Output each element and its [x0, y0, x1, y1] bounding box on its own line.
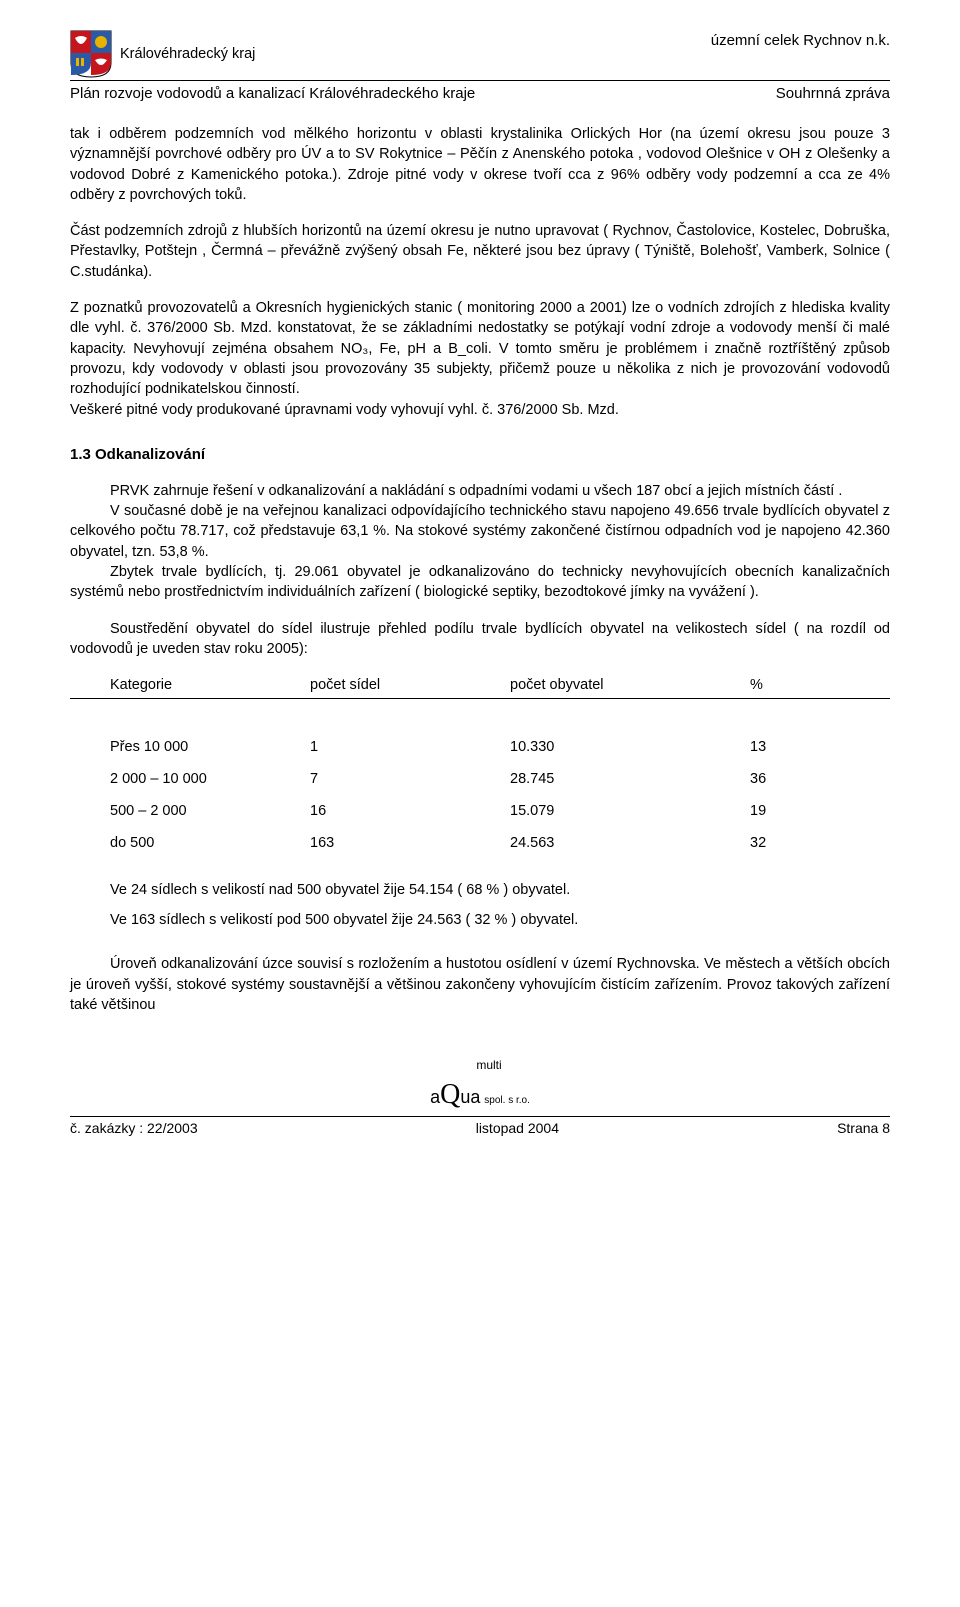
paragraph-5: V současné době je na veřejnou kanalizac…: [70, 503, 890, 560]
brand-ua: ua: [460, 1087, 480, 1107]
paragraph-3b: Veškeré pitné vody produkované úpravnami…: [70, 402, 619, 418]
paragraph-3: Z poznatků provozovatelů a Okresních hyg…: [70, 300, 890, 397]
footer-left: č. zakázky : 22/2003: [70, 1119, 198, 1139]
table-header-category: Kategorie: [110, 675, 310, 695]
page-header: Královéhradecký kraj územní celek Rychno…: [70, 30, 890, 78]
paragraph-4: PRVK zahrnuje řešení v odkanalizování a …: [110, 483, 842, 499]
footer-logo: multi aQua spol. s r.o.: [70, 1055, 890, 1114]
paragraph-6: Zbytek trvale bydlících, tj. 29.061 obyv…: [70, 564, 890, 600]
paragraph-7: Soustředění obyvatel do sídel ilustruje …: [70, 619, 890, 660]
cell-count: 16: [310, 795, 510, 827]
paragraph-10: Úroveň odkanalizování úzce souvisí s roz…: [70, 954, 890, 1015]
table-header-percent: %: [750, 675, 763, 695]
cell-percent: 13: [750, 731, 890, 763]
cell-category: Přes 10 000: [110, 731, 310, 763]
cell-population: 28.745: [510, 763, 750, 795]
paragraph-8: Ve 24 sídlech s velikostí nad 500 obyvat…: [70, 880, 890, 900]
paragraph-1: tak i odběrem podzemních vod mělkého hor…: [70, 124, 890, 205]
cell-category: 500 – 2 000: [110, 795, 310, 827]
cell-count: 7: [310, 763, 510, 795]
cell-count: 1: [310, 731, 510, 763]
footer-row: č. zakázky : 22/2003 listopad 2004 Stran…: [70, 1119, 890, 1139]
region-name: Královéhradecký kraj: [120, 44, 255, 64]
brand-Q: Q: [440, 1079, 460, 1110]
cell-percent: 36: [750, 763, 890, 795]
table-header-count: počet sídel: [310, 675, 510, 695]
table-row: Přes 10 000 1 10.330 13: [110, 731, 890, 763]
cell-category: do 500: [110, 827, 310, 859]
report-type: Souhrnná zpráva: [776, 83, 890, 104]
cell-percent: 32: [750, 827, 890, 859]
paragraph-2: Část podzemních zdrojů z hlubších horizo…: [70, 221, 890, 282]
table-row: 500 – 2 000 16 15.079 19: [110, 795, 890, 827]
table-header-row: Kategorie počet sídel počet obyvatel %: [70, 675, 890, 695]
page-footer: multi aQua spol. s r.o. č. zakázky : 22/…: [70, 1055, 890, 1138]
section-title: 1.3 Odkanalizování: [70, 444, 890, 465]
header-divider: [70, 80, 890, 81]
table-header-population: počet obyvatel: [510, 675, 750, 695]
footer-center: listopad 2004: [476, 1119, 559, 1139]
cell-count: 163: [310, 827, 510, 859]
footer-right: Strana 8: [837, 1119, 890, 1139]
table-row: do 500 163 24.563 32: [110, 827, 890, 859]
cell-category: 2 000 – 10 000: [110, 763, 310, 795]
cell-population: 10.330: [510, 731, 750, 763]
settlement-table: Přes 10 000 1 10.330 13 2 000 – 10 000 7…: [110, 731, 890, 860]
plan-title: Plán rozvoje vodovodů a kanalizací Králo…: [70, 83, 475, 104]
brand-a: a: [430, 1087, 440, 1107]
footer-divider: [70, 1116, 890, 1117]
district-name: územní celek Rychnov n.k.: [711, 30, 890, 51]
paragraph-9: Ve 163 sídlech s velikostí pod 500 obyva…: [70, 910, 890, 930]
cell-percent: 19: [750, 795, 890, 827]
table-top-divider: [70, 698, 890, 699]
brand-multi: multi: [476, 1058, 501, 1072]
brand-sro: spol. s r.o.: [484, 1095, 530, 1106]
sub-header: Plán rozvoje vodovodů a kanalizací Králo…: [70, 83, 890, 104]
cell-population: 15.079: [510, 795, 750, 827]
header-left: Královéhradecký kraj: [70, 30, 255, 78]
paragraph-3-block: Z poznatků provozovatelů a Okresních hyg…: [70, 298, 890, 420]
cell-population: 24.563: [510, 827, 750, 859]
table-row: 2 000 – 10 000 7 28.745 36: [110, 763, 890, 795]
section-body-1: PRVK zahrnuje řešení v odkanalizování a …: [70, 481, 890, 603]
coat-of-arms-icon: [70, 30, 112, 78]
